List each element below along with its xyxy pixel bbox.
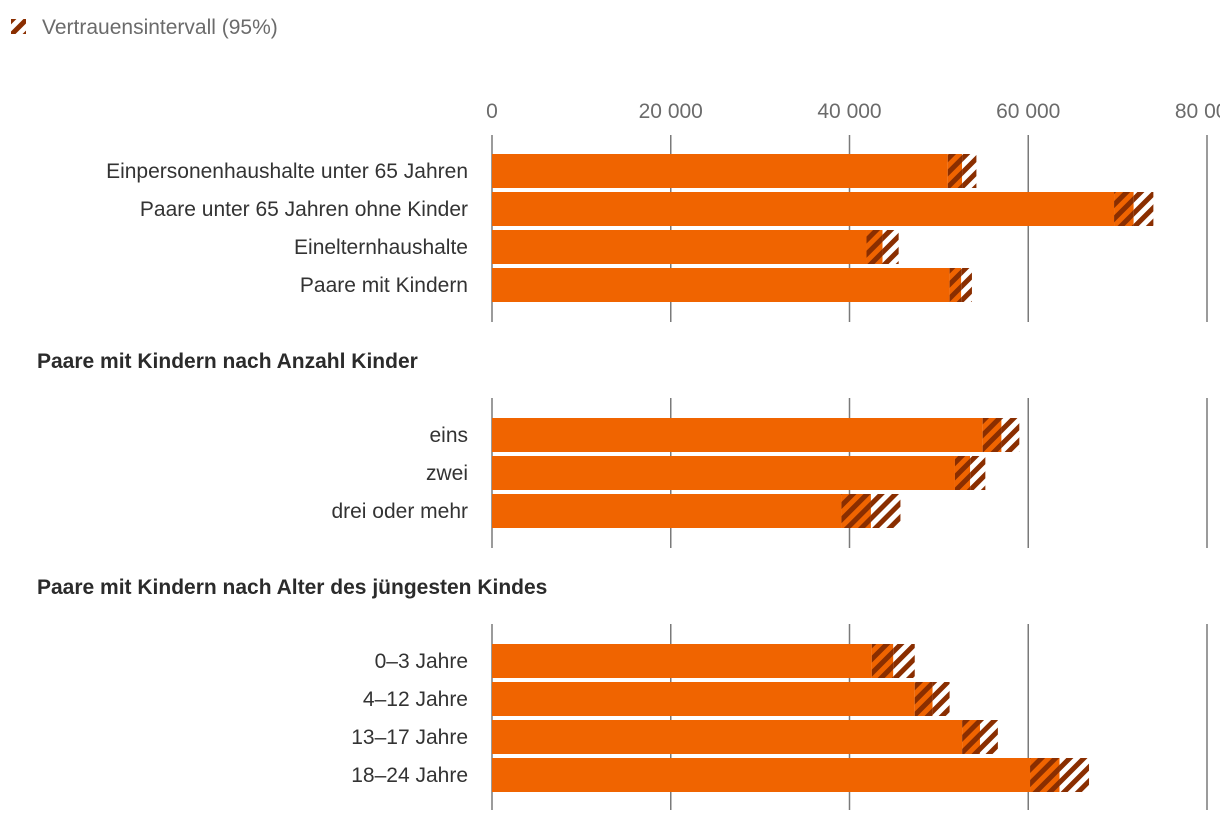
ci-upper-segment [979,720,998,754]
group-title: Paare mit Kindern nach Anzahl Kinder [37,350,418,373]
bar [492,192,1115,226]
category-label: 4–12 Jahre [363,688,468,711]
bar [492,758,1031,792]
category-label: drei oder mehr [331,500,468,523]
ci-lower-segment [947,154,963,188]
bar [492,494,842,528]
ci-upper-segment [893,644,915,678]
ci-upper-segment [870,494,901,528]
bar [492,720,963,754]
x-tick-label: 40 000 [817,100,881,123]
ci-lower-segment [1030,758,1060,792]
ci-upper-segment [882,230,899,264]
bar [492,154,948,188]
hatched-swatch-icon [11,19,26,34]
category-label: 13–17 Jahre [351,726,468,749]
bar [492,230,867,264]
x-tick-label: 60 000 [996,100,1060,123]
legend: Vertrauensintervall (95%) [11,16,278,39]
ci-upper-segment [1001,418,1020,452]
category-label: eins [429,424,468,447]
x-tick-label: 0 [486,100,498,123]
ci-upper-segment [932,682,950,716]
ci-lower-segment [949,268,962,302]
category-label: 18–24 Jahre [351,764,468,787]
category-label: Einpersonenhaushalte unter 65 Jahren [106,160,468,183]
ci-lower-segment [841,494,871,528]
ci-upper-segment [962,154,977,188]
bar [492,268,950,302]
bar [492,682,915,716]
ci-lower-segment [954,456,971,490]
ci-lower-segment [871,644,894,678]
bar-groups: Einpersonenhaushalte unter 65 Jahren Paar… [37,135,1208,810]
category-label: Paare unter 65 Jahren ohne Kinder [140,198,468,221]
bar-group: Einpersonenhaushalte unter 65 Jahren Paar… [106,135,1208,322]
ci-lower-segment [914,682,933,716]
bar-group: Paare mit Kindern nach Alter des jüngest… [37,576,1208,810]
ci-lower-segment [962,720,980,754]
category-label: zwei [426,462,468,485]
x-tick-label: 20 000 [639,100,703,123]
x-tick-label: 80 000 [1175,100,1220,123]
bar [492,644,872,678]
bar [492,418,983,452]
category-label: Einelternhaushalte [294,236,468,259]
ci-lower-segment [866,230,883,264]
category-label: Paare mit Kindern [300,274,468,297]
x-axis-tick-labels: 0 20 000 40 000 60 000 80 000 [486,100,1220,123]
category-label: 0–3 Jahre [375,650,468,673]
ci-upper-segment [1059,758,1090,792]
group-title: Paare mit Kindern nach Alter des jüngest… [37,576,547,599]
ci-lower-segment [982,418,1002,452]
ci-upper-segment [970,456,986,490]
bar [492,456,955,490]
legend-label: Vertrauensintervall (95%) [42,16,278,39]
ci-upper-segment [961,268,972,302]
bar-group: Paare mit Kindern nach Anzahl Kinder eins… [37,350,1208,548]
ci-lower-segment [1114,192,1134,226]
ci-upper-segment [1133,192,1154,226]
